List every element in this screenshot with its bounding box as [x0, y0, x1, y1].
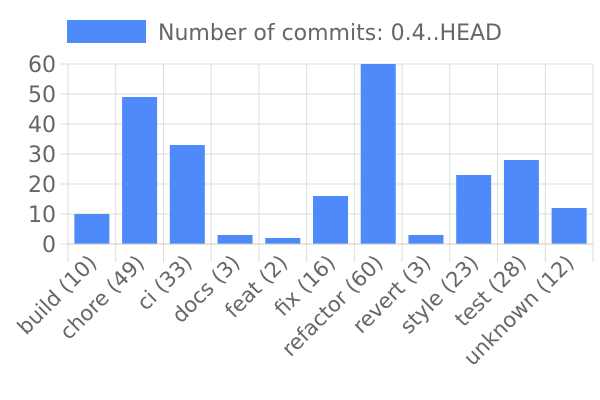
- y-tick-label: 60: [28, 53, 56, 78]
- bar-refactor: [360, 64, 396, 244]
- bar-fix: [313, 196, 348, 244]
- y-tick-label: 0: [42, 233, 56, 258]
- bar-feat: [265, 238, 301, 244]
- bar-test: [503, 160, 539, 244]
- bar-style: [456, 175, 492, 244]
- legend-swatch: [67, 20, 146, 43]
- y-tick-label: 10: [28, 203, 56, 228]
- bar-revert: [408, 235, 444, 244]
- legend: Number of commits: 0.4..HEAD: [67, 20, 502, 46]
- bars: [74, 64, 587, 244]
- y-tick-label: 40: [28, 113, 56, 138]
- bar-unknown: [551, 208, 587, 244]
- y-tick-label: 30: [28, 143, 56, 168]
- bar-build: [74, 214, 110, 244]
- legend-label: Number of commits: 0.4..HEAD: [158, 21, 502, 46]
- bar-chore: [122, 97, 158, 244]
- x-axis-ticks: build (10)chore (49)ci (33)docs (3)feat …: [13, 251, 579, 371]
- bar-docs: [217, 235, 253, 244]
- gridlines: [60, 63, 594, 262]
- y-tick-label: 20: [28, 173, 56, 198]
- y-tick-label: 50: [28, 83, 56, 108]
- y-axis-ticks: 0 10 20 30 40 50 60: [28, 53, 56, 258]
- bar-ci: [169, 145, 205, 244]
